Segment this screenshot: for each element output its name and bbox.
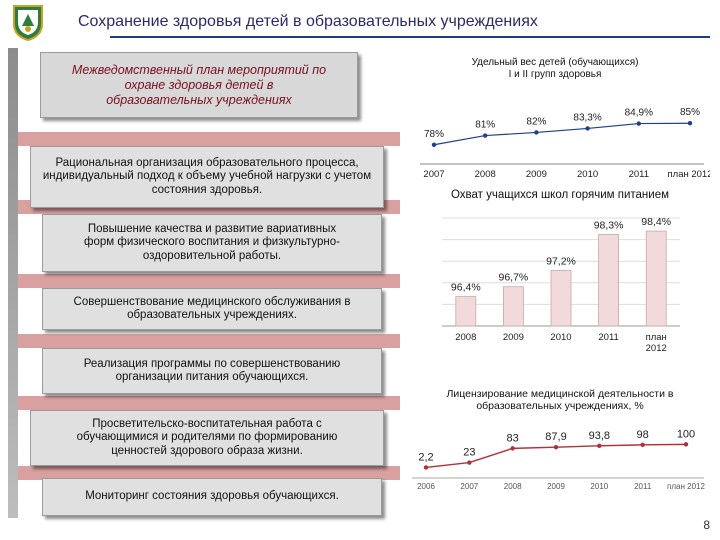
x-tick-label: 2009	[526, 169, 547, 180]
data-label: 93,8	[589, 430, 610, 442]
header: Сохранение здоровья детей в образователь…	[0, 0, 720, 46]
coat-of-arms-icon	[13, 5, 43, 42]
data-point	[683, 442, 689, 447]
connector-strip	[18, 334, 400, 348]
data-label: 82%	[526, 116, 546, 127]
series-line	[433, 122, 691, 146]
x-tick-label: 2008	[504, 482, 522, 491]
measure-box-physical: Повышение качества и развитие вариативны…	[42, 214, 382, 272]
data-label: 78%	[424, 129, 444, 140]
page-title: Сохранение здоровья детей в образователь…	[78, 13, 538, 30]
data-label: 23	[463, 447, 475, 459]
chart1-title: Удельный вес детей (обучающихся) I и II …	[471, 57, 639, 80]
data-label: 98,4%	[641, 216, 671, 228]
data-label: 100	[677, 430, 695, 440]
hot-meals-bar-chart: 96,4% 2008 96,7% 2009 97,2% 2010 98,3% 2011 98,4…	[442, 216, 680, 354]
data-point	[510, 446, 515, 451]
data-label: 84,9%	[625, 108, 653, 119]
measure-box-process: Рациональная организация образовательног…	[30, 146, 384, 208]
header-divider	[110, 36, 710, 38]
interagency-plan-box: Межведомственный план мероприятий по охр…	[40, 52, 358, 118]
data-label: 97,2%	[546, 255, 576, 267]
data-point	[553, 445, 559, 450]
data-point	[687, 121, 693, 126]
x-tick-label: 2011	[634, 482, 652, 491]
data-label: 81%	[475, 120, 495, 131]
data-point	[636, 121, 641, 126]
data-label: 85%	[680, 107, 700, 118]
bar	[645, 230, 667, 327]
data-label: 2,2	[418, 451, 433, 463]
data-label: 98	[637, 430, 649, 441]
data-point	[597, 443, 602, 449]
bar	[503, 286, 524, 327]
x-tick-label: 2010	[550, 332, 571, 343]
x-tick-label: план 2012	[667, 482, 705, 491]
x-tick-label: 2011	[629, 169, 649, 180]
x-tick-label: 2010	[590, 482, 608, 491]
licensing-line-chart: 2,2 2006 23 2007 83 2008 87,9 2009 93,8 2010 98 201…	[412, 430, 705, 491]
page-number: 8	[703, 518, 710, 532]
data-point	[423, 465, 429, 470]
x-tick-label: 2006	[417, 482, 435, 491]
arrow-strip	[8, 48, 18, 518]
connector-strip	[18, 274, 400, 288]
data-label: 83	[507, 432, 519, 444]
x-tick-label: 2007	[460, 482, 478, 491]
measures-column: Межведомственный план мероприятий по охр…	[8, 48, 400, 518]
x-tick-label: 2008	[455, 332, 476, 343]
measure-box-monitoring: Мониторинг состояния здоровья обучающихс…	[42, 478, 382, 516]
x-tick-label: 2010	[577, 169, 598, 180]
x-tick-label: 2012	[646, 343, 667, 354]
data-label: 87,9	[545, 431, 566, 443]
x-tick-label: 2009	[547, 482, 565, 491]
health-groups-line-chart: 78% 2007 81% 2008 82% 2009 83,3% 2010 84,9% 2011 8…	[420, 107, 711, 180]
data-point	[585, 126, 590, 131]
data-label: 96,4%	[451, 282, 481, 294]
charts-column: Удельный вес детей (обучающихся) I и II …	[410, 0, 720, 540]
data-label: 98,3%	[594, 219, 624, 231]
connector-strip	[18, 396, 400, 410]
data-point	[483, 133, 488, 138]
chart2-title: Охват учащихся школ горячим питанием	[450, 189, 669, 201]
x-tick-label: план	[646, 332, 667, 343]
data-label: 96,7%	[499, 272, 529, 284]
bar	[598, 233, 620, 327]
x-tick-label: 2011	[598, 332, 618, 343]
measure-box-education: Просветительско-воспитательная работа с …	[30, 410, 384, 466]
data-label: 83,3%	[573, 112, 601, 123]
connector-strip	[18, 466, 400, 480]
data-point	[467, 460, 472, 465]
x-tick-label: 2007	[423, 169, 444, 180]
bar	[455, 296, 477, 327]
data-point	[431, 142, 437, 147]
chart3-title: Лицензирование медицинской деятельности …	[446, 388, 674, 412]
x-tick-label: план 2012	[668, 169, 711, 180]
x-tick-label: 2009	[503, 332, 524, 343]
measure-box-nutrition: Реализация программы по совершенствовани…	[42, 348, 382, 394]
measure-box-medical: Совершенствование медицинского обслужива…	[42, 288, 382, 330]
x-tick-label: 2008	[475, 169, 496, 180]
data-point	[534, 130, 539, 135]
data-point	[640, 442, 645, 448]
connector-strip	[18, 132, 400, 146]
bar	[550, 269, 572, 327]
